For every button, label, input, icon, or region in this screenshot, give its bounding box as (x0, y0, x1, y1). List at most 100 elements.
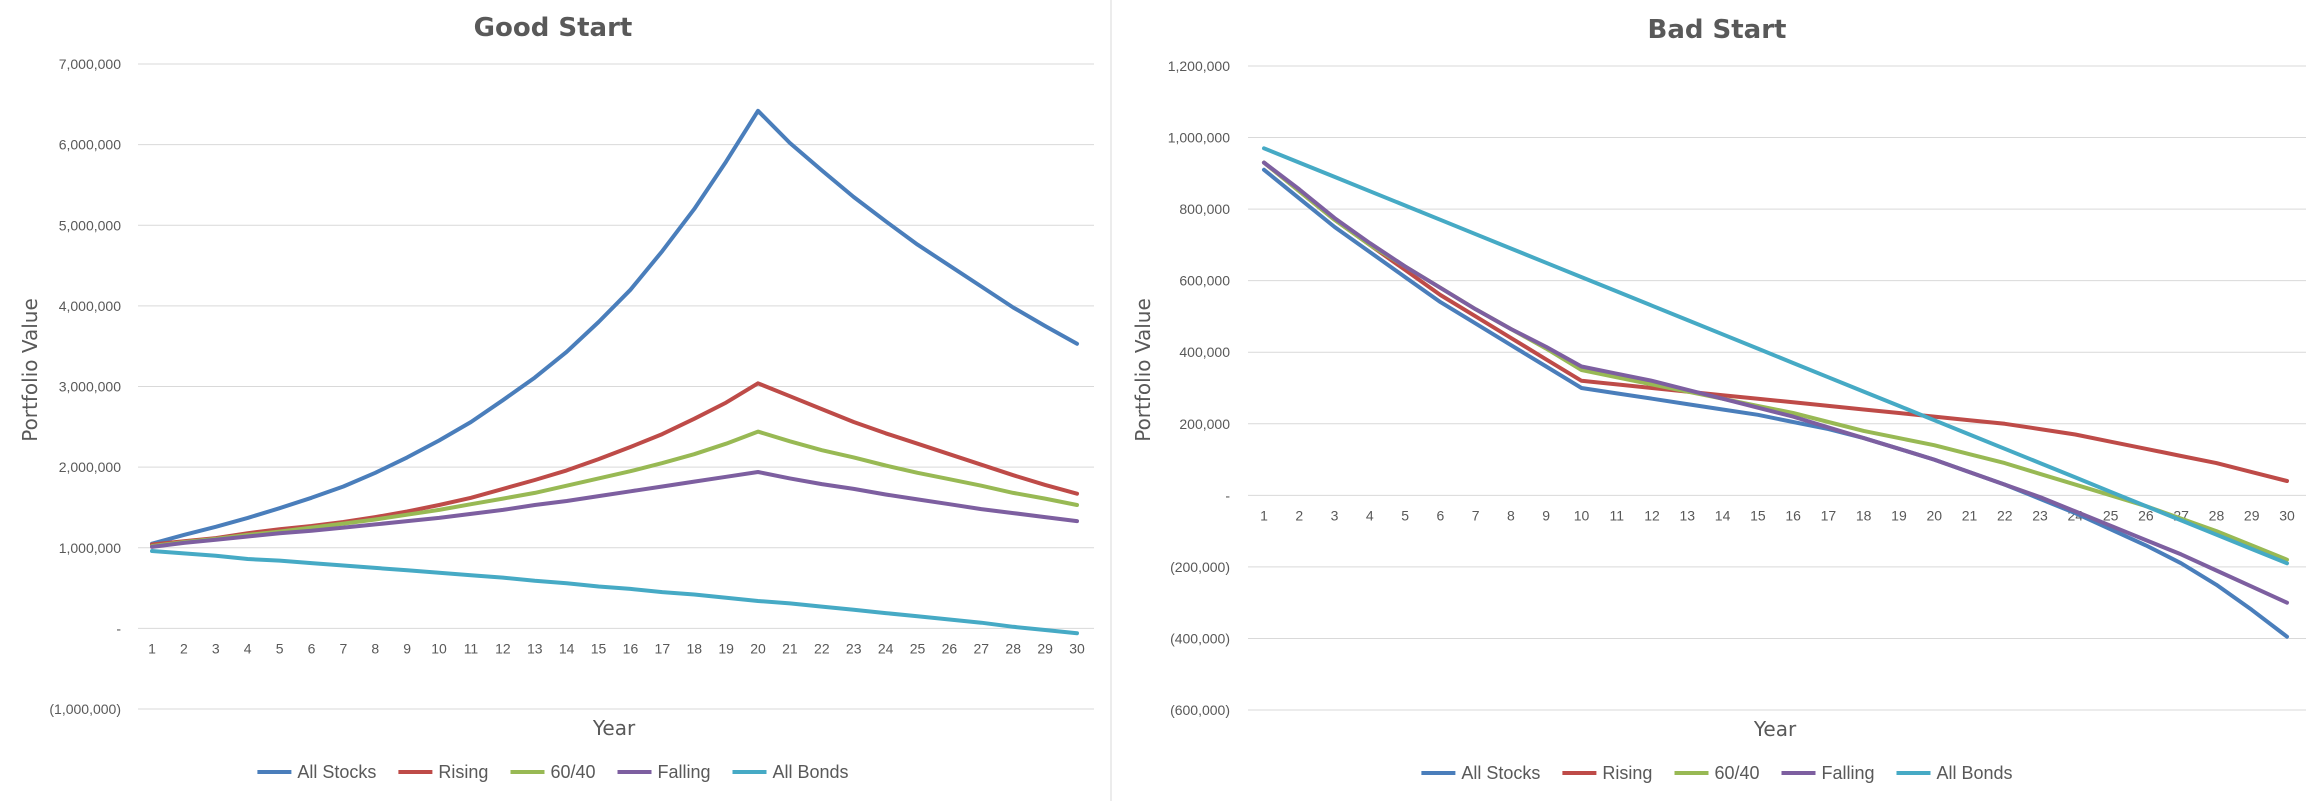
x-tick-label: 8 (371, 640, 379, 656)
y-tick-label: - (116, 620, 121, 636)
y-tick-label: 1,000,000 (59, 540, 121, 556)
series-line-rising (150, 381, 1079, 547)
x-tick-label: 19 (718, 640, 734, 656)
y-tick-label: 200,000 (1179, 416, 1230, 432)
x-tick-label: 5 (276, 640, 284, 656)
legend-item: All Bonds (732, 762, 849, 782)
x-tick-label: 12 (495, 640, 511, 656)
legend-item: Rising (398, 762, 488, 782)
legend: All Stocks Rising 60/40 Falling All Bonds (1421, 763, 2013, 783)
y-tick-label: 3,000,000 (59, 379, 121, 395)
y-tick-label: 2,000,000 (59, 459, 121, 475)
y-tick-label: (200,000) (1170, 559, 1230, 575)
x-tick-label: 13 (527, 640, 543, 656)
x-tick-label: 18 (1856, 507, 1872, 523)
y-tick-label: 400,000 (1179, 344, 1230, 360)
series-lines (1262, 146, 2289, 639)
x-tick-label: 3 (1331, 507, 1339, 523)
y-tick-label: (1,000,000) (49, 701, 121, 717)
x-tick-label: 1 (1260, 507, 1268, 523)
legend-item: Rising (1562, 763, 1652, 783)
series-line-all-bonds (1262, 146, 2289, 566)
legend-label: 60/40 (1715, 763, 1760, 783)
legend-label: All Stocks (1461, 763, 1540, 783)
legend-item: All Stocks (1421, 763, 1540, 783)
legend-label: Falling (1822, 763, 1875, 783)
x-tick-label: 7 (339, 640, 347, 656)
x-tick-label: 16 (623, 640, 639, 656)
legend-label: 60/40 (551, 762, 596, 782)
x-axis-title: Year (592, 716, 636, 740)
y-tick-label: 600,000 (1179, 273, 1230, 289)
y-axis-ticks: (1,000,000) - 1,000,000 2,000,000 3,000,000 4… (49, 56, 121, 717)
x-tick-label: 11 (464, 640, 479, 656)
x-tick-label: 22 (814, 640, 830, 656)
x-tick-label: 17 (655, 640, 671, 656)
series-line-all-bonds (150, 549, 1079, 636)
x-tick-label: 24 (878, 640, 894, 656)
x-tick-label: 3 (212, 640, 220, 656)
y-tick-label: 1,200,000 (1168, 58, 1230, 74)
x-tick-label: 22 (1997, 507, 2013, 523)
y-tick-label: - (1225, 487, 1230, 503)
series-line-rising (1262, 160, 2289, 483)
x-tick-label: 28 (1005, 640, 1021, 656)
legend-label: Rising (438, 762, 488, 782)
x-tick-label: 11 (1609, 507, 1624, 523)
x-tick-label: 26 (2138, 507, 2154, 523)
x-tick-label: 14 (1715, 507, 1731, 523)
x-tick-label: 30 (1069, 640, 1085, 656)
series-line-falling (1262, 160, 2289, 605)
y-tick-label: 5,000,000 (59, 217, 121, 233)
x-tick-label: 6 (308, 640, 316, 656)
series-lines (150, 108, 1079, 636)
series-line-falling (150, 470, 1079, 549)
x-tick-label: 4 (244, 640, 252, 656)
legend-label: Falling (658, 762, 711, 782)
x-tick-label: 2 (180, 640, 188, 656)
y-tick-label: (400,000) (1170, 630, 1230, 646)
x-tick-label: 25 (910, 640, 926, 656)
x-tick-label: 29 (1037, 640, 1053, 656)
y-tick-label: 4,000,000 (59, 298, 121, 314)
x-tick-label: 1 (148, 640, 156, 656)
chart-title: Bad Start (1648, 15, 1787, 45)
x-tick-label: 29 (2244, 507, 2260, 523)
x-tick-label: 21 (1962, 507, 1978, 523)
x-tick-label: 20 (750, 640, 766, 656)
x-tick-label: 6 (1436, 507, 1444, 523)
x-tick-label: 9 (403, 640, 411, 656)
legend-label: All Bonds (1937, 763, 2013, 783)
x-tick-label: 26 (942, 640, 958, 656)
x-tick-label: 13 (1680, 507, 1696, 523)
legend-item: Falling (1781, 763, 1875, 783)
x-tick-label: 12 (1644, 507, 1660, 523)
legend-item: All Stocks (257, 762, 376, 782)
x-tick-label: 28 (2209, 507, 2225, 523)
x-tick-label: 9 (1542, 507, 1550, 523)
legend-item: 60/40 (1674, 763, 1760, 783)
x-tick-label: 8 (1507, 507, 1515, 523)
x-tick-label: 27 (974, 640, 990, 656)
x-tick-label: 14 (559, 640, 575, 656)
x-tick-label: 21 (782, 640, 798, 656)
chart-bad-start: Bad Start (600,000) (400,000) (200,000) - 20… (1131, 15, 2306, 783)
x-tick-label: 7 (1472, 507, 1480, 523)
x-tick-label: 23 (846, 640, 862, 656)
series-line-all-stocks (150, 108, 1079, 546)
x-tick-label: 20 (1926, 507, 1942, 523)
x-axis-title: Year (1753, 717, 1797, 741)
x-tick-label: 17 (1821, 507, 1837, 523)
legend-label: All Bonds (773, 762, 849, 782)
x-tick-label: 18 (686, 640, 702, 656)
x-tick-label: 25 (2103, 507, 2119, 523)
y-axis-title: Portfolio Value (1131, 298, 1155, 442)
x-tick-label: 30 (2279, 507, 2295, 523)
x-tick-label: 23 (2032, 507, 2048, 523)
y-axis-ticks: (600,000) (400,000) (200,000) - 200,000 400,0… (1168, 58, 1231, 718)
legend: All Stocks Rising 60/40 Falling All Bonds (257, 762, 849, 782)
series-line-all-stocks (1262, 167, 2289, 639)
legend-label: Rising (1602, 763, 1652, 783)
x-tick-label: 5 (1401, 507, 1409, 523)
